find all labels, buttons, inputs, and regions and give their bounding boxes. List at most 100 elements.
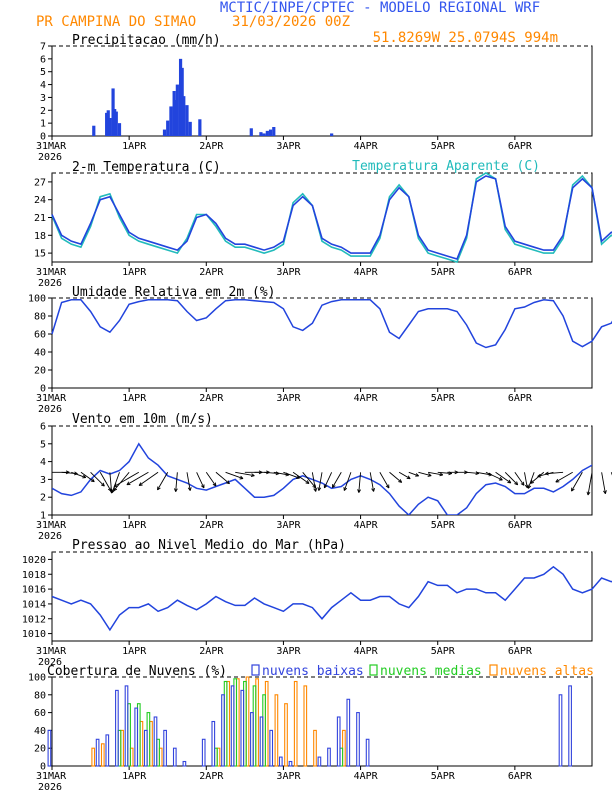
cloud-low-bar [95,738,100,767]
wind-ytick-label: 5 [40,439,46,450]
wind-title: Vento em 10m (m/s) [72,412,213,427]
wind-arrow-head [296,475,300,479]
wind-arrow [318,472,323,491]
temperature-frame [51,172,593,263]
wind-arrow-head [200,484,205,489]
temperature-line [51,175,612,260]
pressure-xtick-label: 4APR [354,646,379,657]
wind-xtick-label: 1APR [122,520,147,531]
pressure-xtick-label: 31MAR [36,646,67,657]
precip-bar [172,91,176,136]
wind-arrow [283,471,300,479]
wind-xtick-label: 6APR [508,520,533,531]
wind-arrow-head [439,472,444,477]
cloud-low-bar [269,729,274,767]
wind-arrow-head [305,480,310,484]
wind-arrow-head [498,476,503,481]
wind-arrow-head [385,484,390,489]
pressure-xtick-label: 6APR [508,646,533,657]
main-title: MCTIC/INPE/CPTEC - MODELO REGIONAL WRF [220,0,540,16]
cloud-low-bar [288,760,293,767]
cloud-low-bar [105,734,110,767]
cloud-low-bar [115,689,119,767]
wind-frame [51,425,593,516]
legend-mid-clouds-swatch [369,664,378,676]
wind-arrow [343,472,352,491]
wind-arrow [292,471,310,484]
wind-arrow-head [507,479,512,484]
temperature-ytick-label: 27 [34,177,46,188]
precip-xtick-label: 5APR [431,141,456,152]
wind-arrow-head [406,475,411,480]
humidity-ytick-label: 100 [28,294,46,305]
wind-arrow [418,471,432,477]
wind-arrow-head [90,478,95,483]
wind-speed-line [52,442,592,515]
precip-bar [249,128,253,136]
wind-arrow-head [357,489,361,493]
wind-arrow [524,472,528,488]
wind-arrow [389,471,402,483]
wind-arrow [495,471,512,484]
wind-xtick-label: 3APR [276,520,301,531]
wind-arrow [408,471,419,477]
humidity-frame [51,297,593,389]
cloud-high-bar [284,703,288,767]
wind-arrow [466,471,479,474]
humidity-year-label: 2026 [38,404,62,415]
precip-ytick-label: 2 [40,106,46,117]
cloud-low-bar [259,716,264,767]
wind-arrow-head [527,484,532,489]
humidity-line [51,299,612,349]
temperature-apparent-legend: Temperatura Aparente (C) [352,159,540,174]
wind-arrow [113,471,130,491]
wind-arrow-head [530,480,535,484]
cloud-low-bar [201,738,206,767]
wind-arrow-head [586,491,591,496]
temperature-ytick-label: 24 [34,195,46,206]
temperature-xtick-label: 31MAR [36,267,67,278]
humidity-ytick-label: 40 [34,348,46,359]
humidity-ytick-label: 80 [34,312,46,323]
precip-bar [259,132,263,136]
cloud-low-bar [346,698,351,767]
wind-arrow-head [113,487,118,492]
wind-arrow-head [317,487,322,491]
wind-arrow [527,472,535,489]
wind-arrow-head [537,473,542,478]
wind-arrow-head [173,488,178,492]
humidity-ytick-label: 0 [40,384,46,395]
wind-ytick-label: 2 [40,493,46,504]
wind-arrow [530,471,545,484]
precip-bar [114,111,118,136]
wind-arrow [186,472,191,491]
precip-bar [330,133,334,136]
temperature-xtick-label: 2APR [199,267,224,278]
clouds-xtick-label: 6APR [508,771,533,782]
clouds-ytick-label: 80 [34,690,46,701]
humidity-xtick-label: 4APR [354,393,379,404]
wind-arrow [427,471,443,476]
cloud-low-bar [317,756,322,767]
clouds-xtick-label: 5APR [431,771,456,782]
precip-bar [265,130,269,136]
wind-arrow-head [427,473,432,477]
pressure-xtick-label: 5APR [431,646,456,657]
precip-ytick-label: 3 [40,93,46,104]
precip-bar [175,84,179,136]
precip-xtick-label: 1APR [122,141,147,152]
precip-bar [188,121,192,136]
pressure-ytick-label: 1012 [22,614,46,625]
wind-arrow [437,471,452,474]
precip-bar [111,88,115,136]
humidity-xtick-label: 6APR [508,393,533,404]
temperature-ytick-label: 18 [34,231,46,242]
precip-bar [108,118,112,136]
cloud-low-bar [143,729,148,767]
cloud-low-bar [172,747,177,767]
precip-bar [272,127,276,136]
clouds-ytick-label: 60 [34,708,46,719]
clouds-xtick-label: 1APR [122,771,147,782]
wind-arrow-head [555,478,560,483]
